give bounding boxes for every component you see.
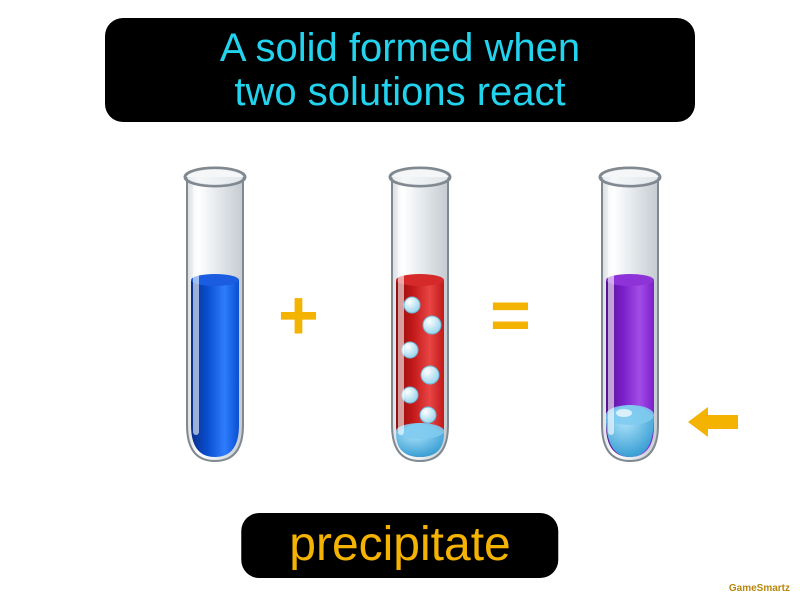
definition-line2: two solutions react [234,70,565,114]
plus-operator: + [278,275,319,355]
test-tube-3 [590,165,670,465]
reaction-diagram: + [0,145,800,485]
test-tube-2 [380,165,460,465]
definition-banner: A solid formed when two solutions react [105,18,695,122]
term-banner: precipitate [241,513,558,578]
test-tube-1 [175,165,255,465]
watermark: GameSmartz [729,583,790,594]
arrow-left-icon [688,407,738,442]
definition-line1: A solid formed when [220,26,580,70]
equals-operator: = [490,275,531,355]
term-text: precipitate [289,518,510,571]
